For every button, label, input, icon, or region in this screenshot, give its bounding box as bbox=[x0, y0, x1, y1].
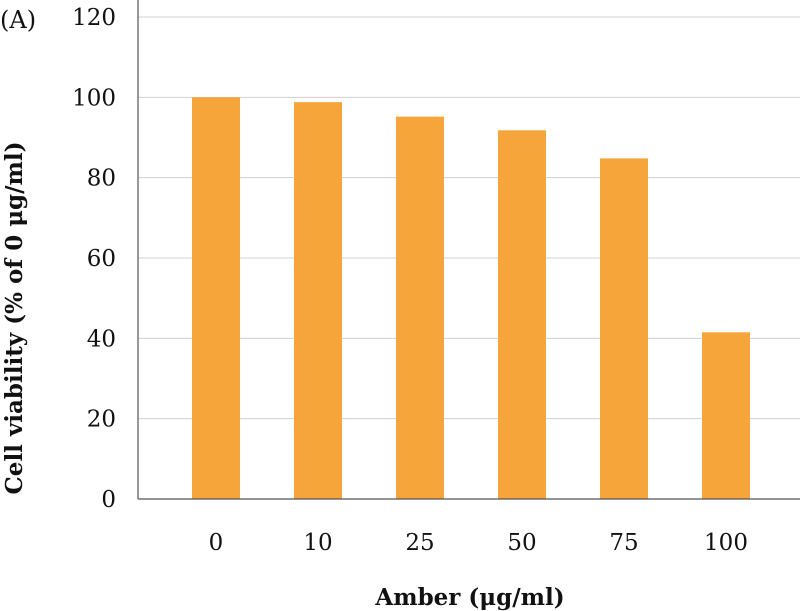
x-tick-label: 50 bbox=[507, 530, 536, 556]
bar-25 bbox=[396, 116, 444, 499]
y-tick-label: 40 bbox=[87, 326, 116, 352]
y-tick-label: 0 bbox=[101, 487, 116, 513]
bars bbox=[192, 97, 750, 500]
x-axis-title: Amber (μg/ml) bbox=[374, 584, 564, 611]
x-tick-label: 10 bbox=[303, 530, 332, 556]
x-tick-label: 25 bbox=[405, 530, 434, 556]
bar-75 bbox=[600, 158, 648, 500]
panel-label: (A) bbox=[0, 6, 36, 34]
bar-10 bbox=[294, 102, 342, 500]
x-tick-labels: 0 10 25 50 75 100 bbox=[209, 530, 748, 556]
y-tick-label: 20 bbox=[87, 407, 116, 433]
y-tick-label: 80 bbox=[87, 166, 116, 192]
y-tick-label: 60 bbox=[87, 246, 116, 272]
x-tick-label: 75 bbox=[609, 530, 638, 556]
axes bbox=[137, 0, 800, 500]
x-tick-label: 100 bbox=[704, 530, 748, 556]
y-tick-label: 120 bbox=[72, 5, 116, 31]
y-tick-label: 100 bbox=[72, 85, 116, 111]
bar-50 bbox=[498, 130, 546, 499]
y-axis-title: Cell viability (% of 0 μg/ml) bbox=[1, 142, 28, 495]
y-tick-labels: 0 20 40 60 80 100 120 bbox=[72, 5, 116, 513]
gridlines bbox=[138, 16, 800, 420]
x-tick-label: 0 bbox=[209, 530, 224, 556]
bar-0 bbox=[192, 97, 240, 499]
bar-100 bbox=[702, 332, 750, 499]
